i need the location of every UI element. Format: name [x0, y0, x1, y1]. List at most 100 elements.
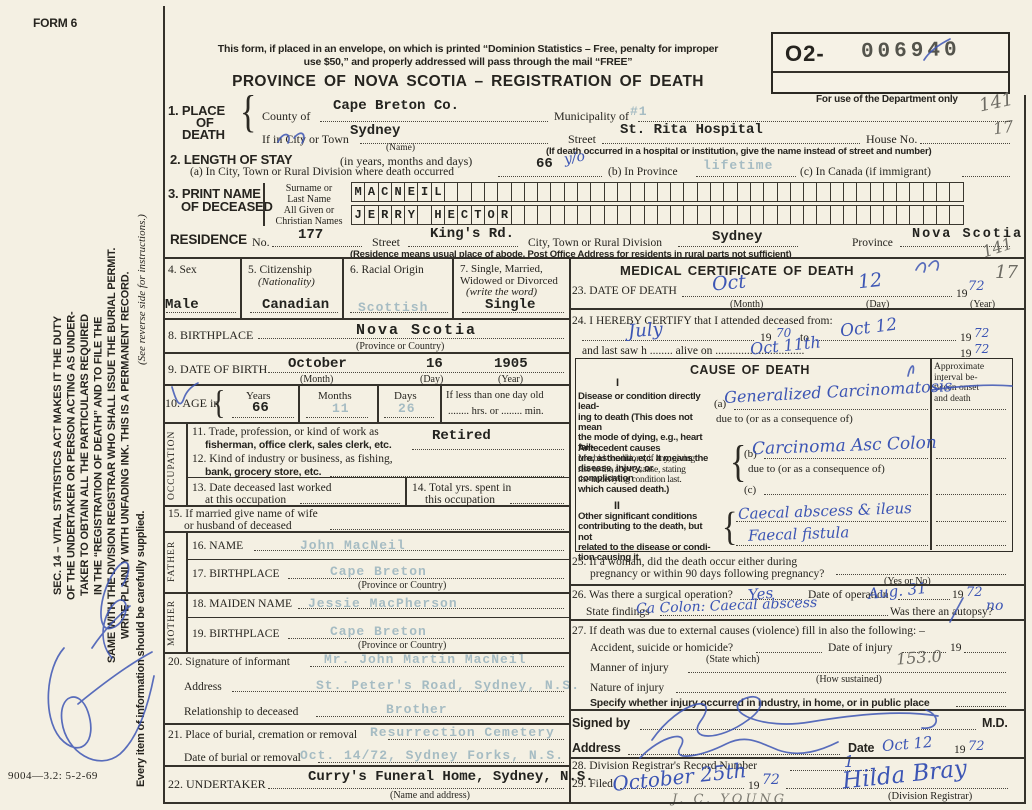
filed-year-value: 72 — [762, 772, 780, 788]
sex-value: Male — [165, 297, 199, 313]
item21-label: 21. Place of burial, cremation or remova… — [168, 729, 358, 741]
street-label: Street — [568, 132, 596, 146]
item27-specify-label: Specify whether injury occurred in indus… — [590, 697, 930, 709]
birthplace-value: Nova Scotia — [356, 322, 478, 339]
house-no-label: House No. — [866, 132, 918, 146]
street-caption: (If death occurred in a hospital or inst… — [546, 146, 932, 157]
item2a-value-hand: y/o — [562, 148, 587, 168]
item15-label1: 15. If married give name of wife — [168, 508, 318, 520]
item27-dateinjury-label: Date of injury — [828, 642, 893, 654]
item10-brace: { — [212, 384, 226, 422]
citizenship-value: Canadian — [262, 297, 330, 313]
item24-line1: 24. I HEREBY CERTIFY that I attended dec… — [572, 315, 833, 327]
division-registrar-caption: (Division Registrar) — [888, 791, 973, 802]
item23-label: 23. DATE OF DEATH — [572, 285, 677, 297]
municipality-value: #1 — [630, 104, 648, 119]
item25-line1: 25. If a woman, did the death occur eith… — [572, 556, 798, 568]
signed-address-label: Address — [572, 741, 621, 755]
mother-birthplace-value: Cape Breton — [330, 624, 427, 639]
item14-label1: 14. Total yrs. spent in — [412, 482, 512, 494]
mother-maiden-name-value: Jessie MacPherson — [308, 596, 458, 611]
age-years-label: Years — [246, 390, 271, 402]
item26-autopsy-label: Was there an autopsy? — [890, 606, 993, 618]
item27-nature-label: Nature of injury — [590, 682, 665, 694]
age-months-value: 11 — [332, 401, 350, 416]
given-names-label: All Given or Christian Names — [275, 205, 343, 227]
attended-to-value: Oct 12 — [838, 314, 899, 342]
cause-of-death-box — [575, 358, 1013, 552]
item26-findings-label: State findings — [586, 606, 650, 618]
cause-b-label: (b) — [744, 448, 757, 460]
occupation-value: Retired — [432, 428, 491, 444]
item23-month-caption: (Month) — [730, 299, 764, 310]
item2c-label: (c) In Canada (if immigrant) — [800, 166, 931, 178]
city-town-label: If in City or Town — [262, 132, 349, 146]
item16-label: 16. NAME — [192, 540, 244, 552]
signed-date-label: Date — [848, 741, 875, 755]
item5-label: 5. Citizenship — [248, 264, 312, 276]
cause-b-dueto: due to (or as a consequence of) — [748, 463, 885, 475]
birth-day: 16 — [426, 356, 443, 372]
item27-line1: 27. If death was due to external causes … — [572, 625, 925, 637]
registration-box-divider — [773, 71, 1008, 73]
informant-signature-value: Mr. John Martin MacNeil — [324, 652, 527, 667]
column-divider — [569, 257, 571, 803]
form-left-border — [163, 6, 165, 804]
racial-origin-value: Scottish — [358, 300, 429, 315]
cause-title: CAUSE OF DEATH — [690, 363, 810, 377]
city-name-caption: (Name) — [386, 143, 416, 153]
residence-street-label: Street — [372, 235, 400, 249]
item9-label: 9. DATE OF BIRTH — [168, 362, 268, 376]
mcod-stray-mark — [915, 260, 940, 273]
age-months-label: Months — [318, 390, 352, 402]
residence-province-value: Nova Scotia — [912, 227, 1024, 242]
item25-caption: (Yes or No) — [884, 576, 931, 587]
street-value: St. Rita Hospital — [620, 122, 763, 138]
surname-label: Surname or Last Name — [285, 183, 333, 205]
sec14-notice: SEC. 14 – VITAL STATISTICS ACT MAKES IT … — [52, 247, 132, 664]
father-name-value: John MacNeil — [300, 538, 406, 553]
birth-year-caption: (Year) — [498, 374, 524, 385]
age-years-value: 66 — [252, 400, 269, 416]
residence-no-label: No. — [252, 235, 270, 249]
item24-line2: and last saw h ........ alive on .......… — [582, 345, 805, 357]
item27-howsustained-caption: (How sustained) — [816, 674, 882, 685]
item3-label-2: OF DECEASED — [181, 199, 273, 214]
attended-from-value: July — [627, 318, 664, 343]
age-hrs-min: ........ hrs. or ........ min. — [448, 406, 544, 417]
item23-year-caption: (Year) — [970, 299, 996, 310]
death-year-value: 72 — [968, 279, 985, 294]
reverse-side-note: (See reverse side for instructions.) — [136, 214, 148, 365]
father-side-label: FATHER — [167, 540, 177, 582]
item11-label1: 11. Trade, profession, or kind of work a… — [192, 426, 379, 438]
item22-caption: (Name and address) — [390, 790, 470, 801]
undertaker-value: Curry's Funeral Home, Sydney, N.S. — [308, 769, 594, 785]
item17-label: 17. BIRTHPLACE — [192, 568, 280, 580]
city-town-value: Sydney — [350, 123, 401, 139]
item28-label: 28. Division Registrar's Record Number — [572, 760, 758, 772]
marital-status-value: Single — [485, 297, 536, 313]
item21-date-label: Date of burial or removal — [184, 752, 301, 764]
item26-y19: 19 — [952, 589, 964, 601]
mail-notice-line1: This form, if placed in an envelope, on … — [217, 43, 719, 55]
autopsy-value: no — [986, 598, 1004, 614]
burial-place-value: Resurrection Cemetery — [370, 725, 555, 740]
signed-date-value: Oct 12 — [881, 732, 934, 756]
pencil-17-mcod: 17 — [995, 262, 1018, 283]
residence-street-value: King's Rd. — [430, 226, 515, 242]
pencil-clerk-name: J. C. YOUNG — [672, 792, 788, 807]
item7-label: 7. Single, Married, Widowed or Divorced … — [460, 263, 558, 298]
item15-label2: or husband of deceased — [184, 520, 292, 532]
item24-y19a: 19 — [760, 332, 772, 344]
item6-label: 6. Racial Origin — [350, 264, 424, 276]
item1-label-2: OF — [196, 115, 214, 130]
item18-label: 18. MAIDEN NAME — [192, 598, 292, 610]
registration-number-prefix: O2- — [785, 41, 825, 66]
item1-brace: { — [240, 87, 257, 138]
registration-number-box: O2- 006940 — [771, 32, 1010, 94]
last-seen-year: 72 — [974, 342, 990, 356]
cause-a-dueto: due to (or as a consequence of) — [716, 413, 853, 425]
age-days-value: 26 — [398, 401, 416, 416]
